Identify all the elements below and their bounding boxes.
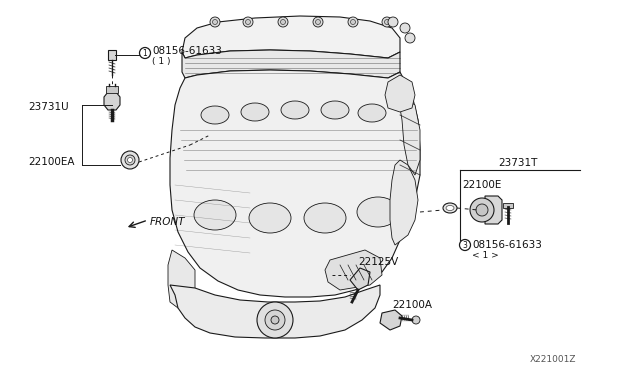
Text: 22100EA: 22100EA (28, 157, 74, 167)
Polygon shape (400, 95, 420, 175)
Text: 22125V: 22125V (358, 257, 398, 267)
Circle shape (243, 17, 253, 27)
Circle shape (412, 316, 420, 324)
Polygon shape (390, 160, 418, 245)
Circle shape (460, 240, 470, 250)
Polygon shape (385, 75, 415, 112)
Circle shape (140, 48, 150, 58)
Circle shape (257, 302, 293, 338)
Text: 23731T: 23731T (498, 158, 538, 168)
Circle shape (348, 17, 358, 27)
Text: 1: 1 (143, 48, 147, 58)
Ellipse shape (249, 203, 291, 233)
Text: ( 1 ): ( 1 ) (152, 57, 170, 65)
Polygon shape (182, 50, 400, 78)
Polygon shape (325, 250, 382, 290)
Circle shape (125, 155, 135, 165)
Text: X221001Z: X221001Z (530, 356, 577, 365)
Text: 22100A: 22100A (392, 300, 432, 310)
Bar (108, 50, 116, 60)
Circle shape (121, 151, 139, 169)
Polygon shape (350, 268, 370, 290)
Circle shape (212, 19, 218, 25)
Bar (106, 86, 118, 93)
Text: 23731U: 23731U (28, 102, 68, 112)
Text: 08156-61633: 08156-61633 (472, 240, 542, 250)
Ellipse shape (241, 103, 269, 121)
Text: 22100E: 22100E (462, 180, 501, 190)
Polygon shape (170, 285, 380, 338)
Polygon shape (380, 310, 402, 330)
Ellipse shape (201, 106, 229, 124)
Circle shape (316, 19, 321, 25)
Circle shape (405, 33, 415, 43)
Circle shape (476, 204, 488, 216)
Ellipse shape (304, 203, 346, 233)
Polygon shape (485, 196, 502, 224)
Circle shape (388, 17, 398, 27)
Circle shape (351, 19, 355, 25)
Circle shape (400, 23, 410, 33)
Text: < 1 >: < 1 > (472, 250, 499, 260)
Circle shape (382, 17, 392, 27)
Ellipse shape (358, 104, 386, 122)
Ellipse shape (281, 101, 309, 119)
Circle shape (313, 17, 323, 27)
Circle shape (271, 316, 279, 324)
Ellipse shape (443, 203, 457, 213)
Circle shape (280, 19, 285, 25)
Circle shape (127, 157, 132, 163)
Circle shape (385, 19, 390, 25)
Polygon shape (104, 92, 120, 110)
Circle shape (265, 310, 285, 330)
Circle shape (246, 19, 250, 25)
Circle shape (470, 198, 494, 222)
Text: 3: 3 (463, 241, 467, 250)
Circle shape (278, 17, 288, 27)
Text: 08156-61633: 08156-61633 (152, 46, 222, 56)
Circle shape (210, 17, 220, 27)
Polygon shape (168, 250, 195, 308)
Text: FRONT: FRONT (150, 217, 186, 227)
Ellipse shape (446, 205, 454, 211)
Ellipse shape (194, 200, 236, 230)
Polygon shape (182, 16, 400, 58)
Bar (503, 203, 513, 208)
Ellipse shape (357, 197, 399, 227)
Ellipse shape (321, 101, 349, 119)
Polygon shape (170, 70, 420, 297)
